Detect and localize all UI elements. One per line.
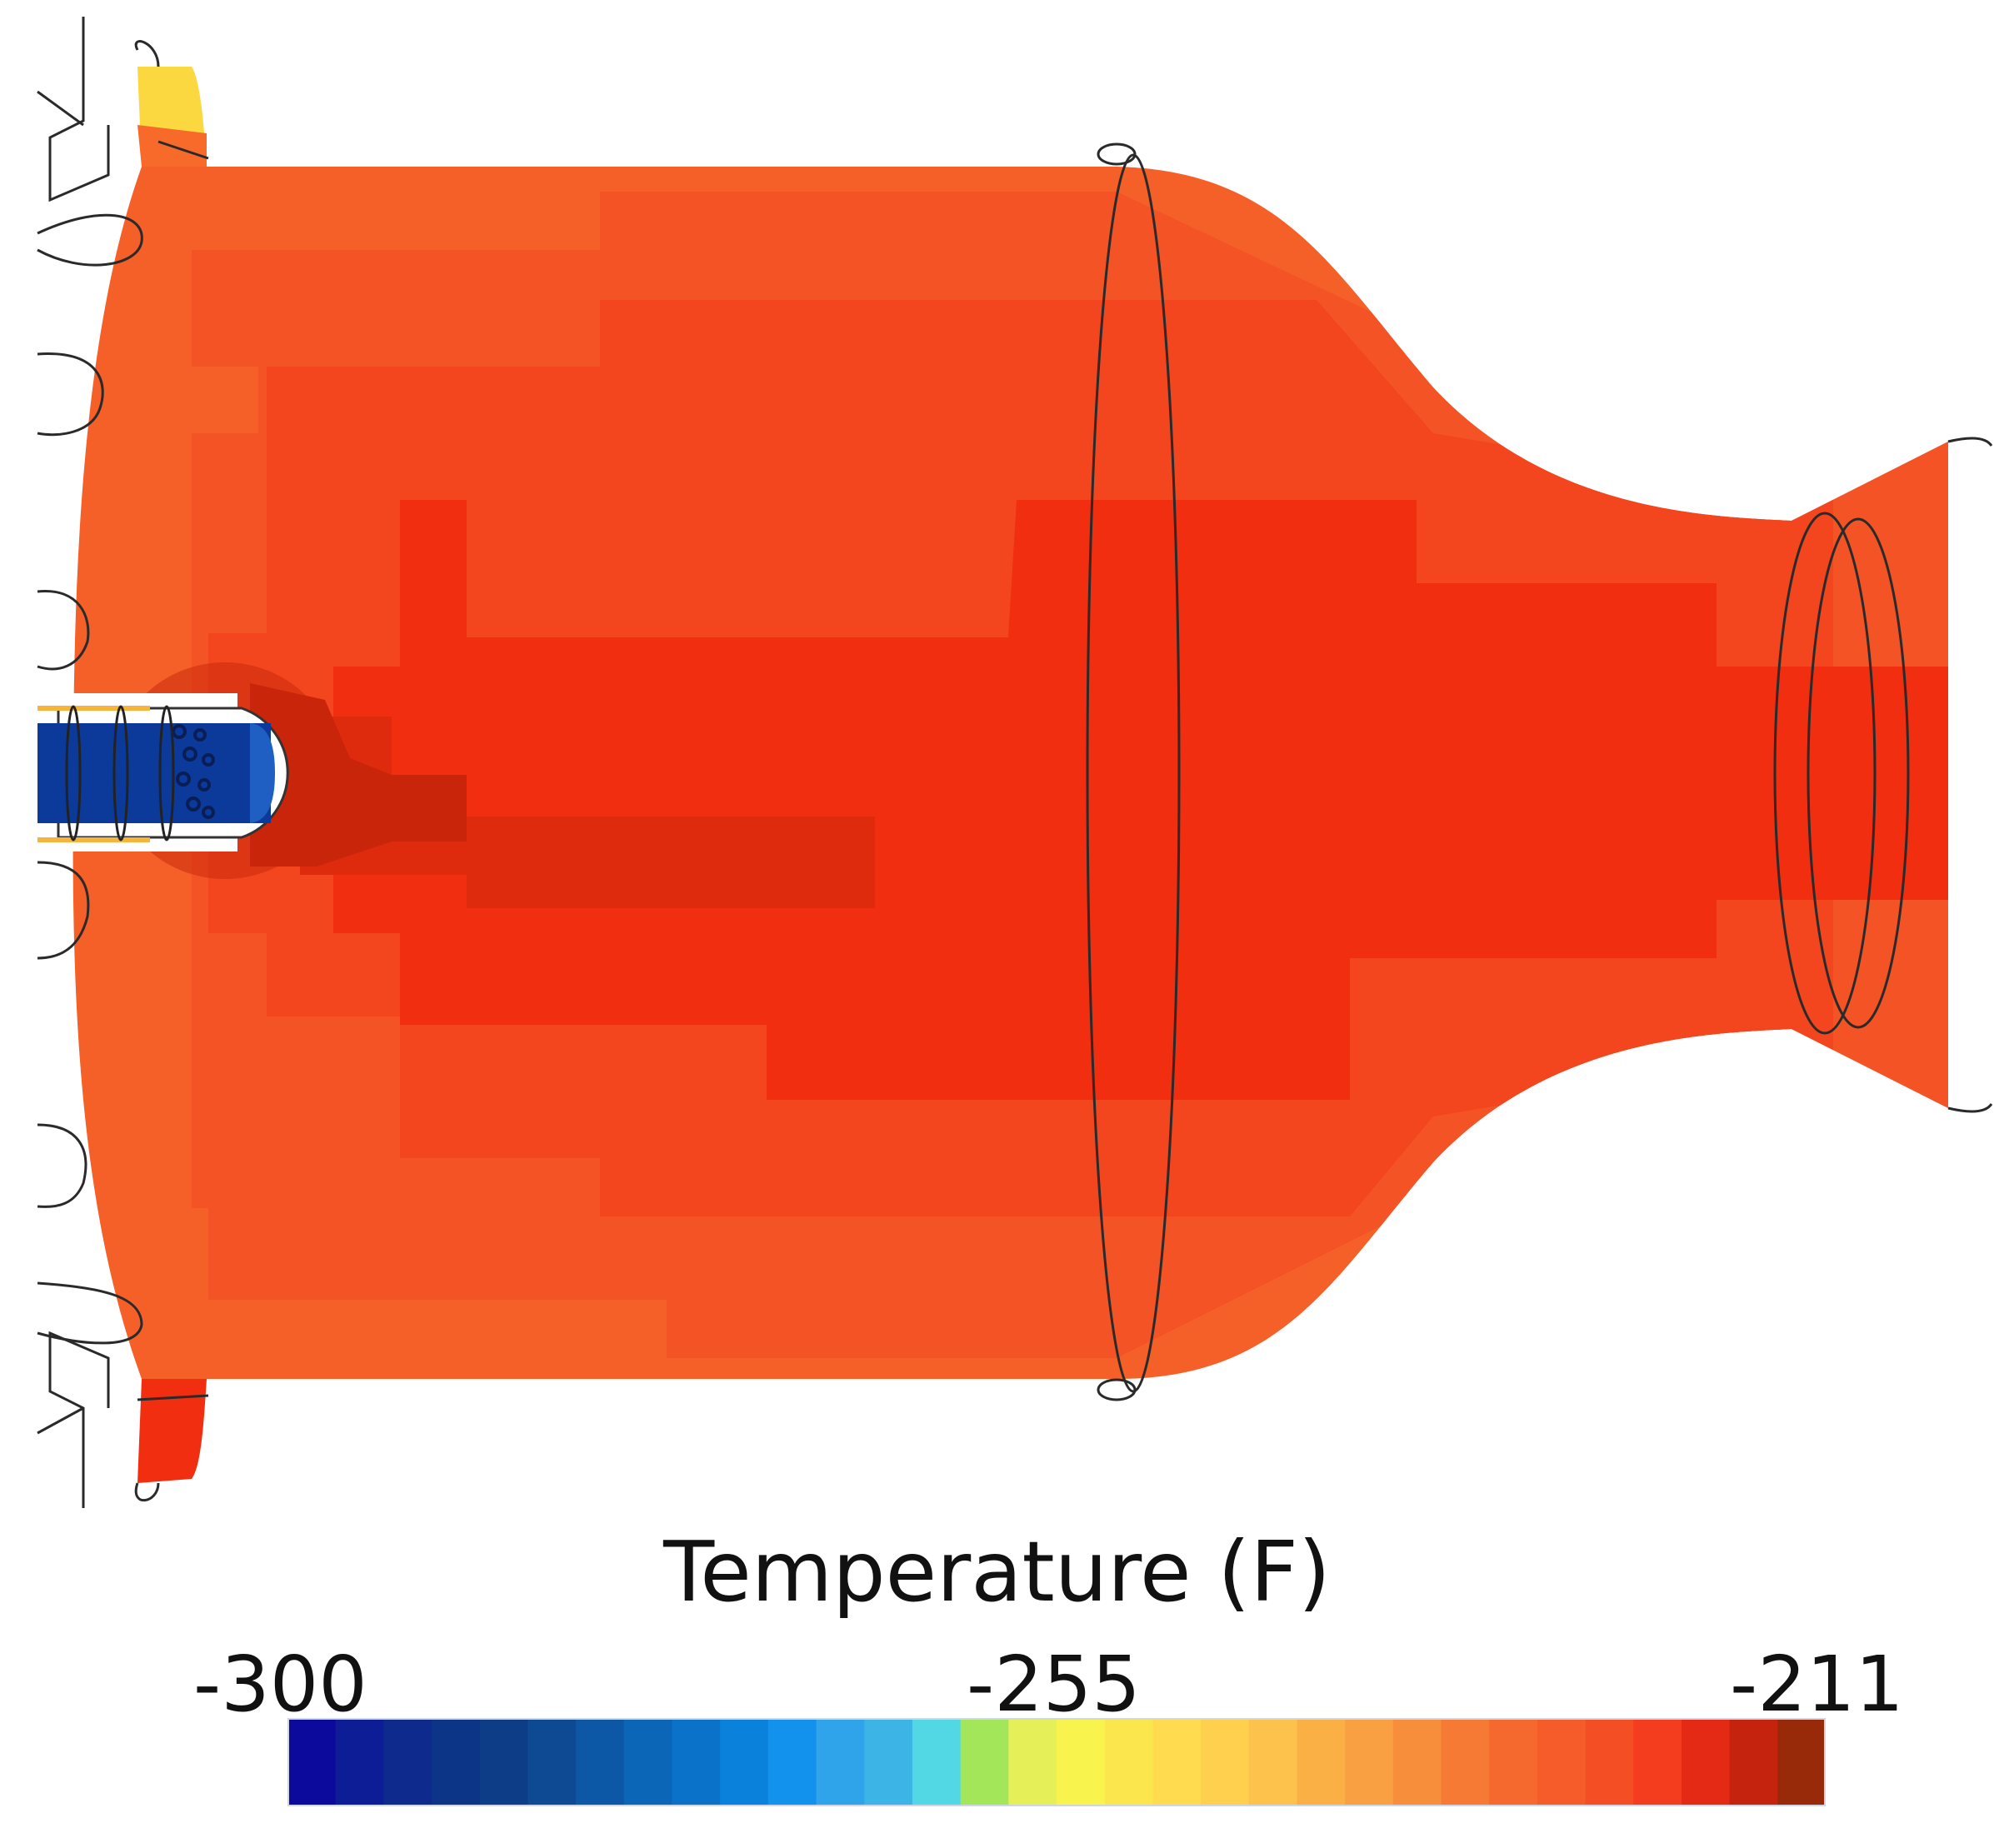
colorbar-border [287, 1718, 1826, 1806]
colorbar-swatch [1585, 1718, 1634, 1806]
injector-tip-core [250, 723, 275, 823]
colorbar-swatch [1681, 1718, 1731, 1806]
colorbar-swatch [1537, 1718, 1587, 1806]
geometry-outlines [37, 17, 1993, 1508]
colorbar-swatch [1633, 1718, 1682, 1806]
colorbar-swatch [1441, 1718, 1490, 1806]
colorbar-swatch [527, 1718, 577, 1806]
colorbar-swatch [1489, 1718, 1538, 1806]
injector-rings [65, 705, 175, 842]
colorbar-swatch [1297, 1718, 1346, 1806]
colorbar-swatch [1729, 1718, 1778, 1806]
colorbar-swatch [864, 1718, 913, 1806]
colorbar-swatch [672, 1718, 721, 1806]
colorbar-swatch [1057, 1718, 1106, 1806]
temperature-contour-plot [37, 17, 1993, 1508]
contour-band-core [333, 500, 1948, 1100]
colorbar-swatch [1248, 1718, 1298, 1806]
colorbar-swatch [479, 1718, 529, 1806]
colorbar-swatch [383, 1718, 432, 1806]
flange-lip-bottom [137, 1379, 207, 1483]
colorbar-swatch [816, 1718, 865, 1806]
colorbar-swatch [912, 1718, 962, 1806]
colorbar-swatch [623, 1718, 673, 1806]
colorbar-swatch [335, 1718, 384, 1806]
colorbar-tick-min: -300 [193, 1640, 367, 1729]
colorbar-swatch [576, 1718, 625, 1806]
colorbar-swatch [1201, 1718, 1250, 1806]
colorbar-swatch [1345, 1718, 1394, 1806]
temperature-colorbar [287, 1718, 1826, 1806]
injector-cold-core [37, 723, 271, 823]
colorbar-swatch [960, 1718, 1009, 1806]
colorbar-swatch [432, 1718, 481, 1806]
colorbar-swatch [1777, 1718, 1826, 1806]
colorbar-swatch [1008, 1718, 1057, 1806]
colorbar-tick-max: -211 [1730, 1640, 1904, 1729]
chamber-body [72, 167, 1948, 1379]
contour-band-wake [300, 717, 875, 908]
colorbar-tick-mid: -255 [967, 1640, 1141, 1729]
colorbar-swatch [1392, 1718, 1442, 1806]
colorbar-swatch [767, 1718, 817, 1806]
colorbar-swatch [1104, 1718, 1153, 1806]
colorbar-swatch [1152, 1718, 1202, 1806]
colorbar-title: Temperature (F) [663, 1523, 1331, 1621]
colorbar-swatch [720, 1718, 769, 1806]
injector-holes [172, 724, 215, 819]
colorbar-swatch [287, 1718, 337, 1806]
